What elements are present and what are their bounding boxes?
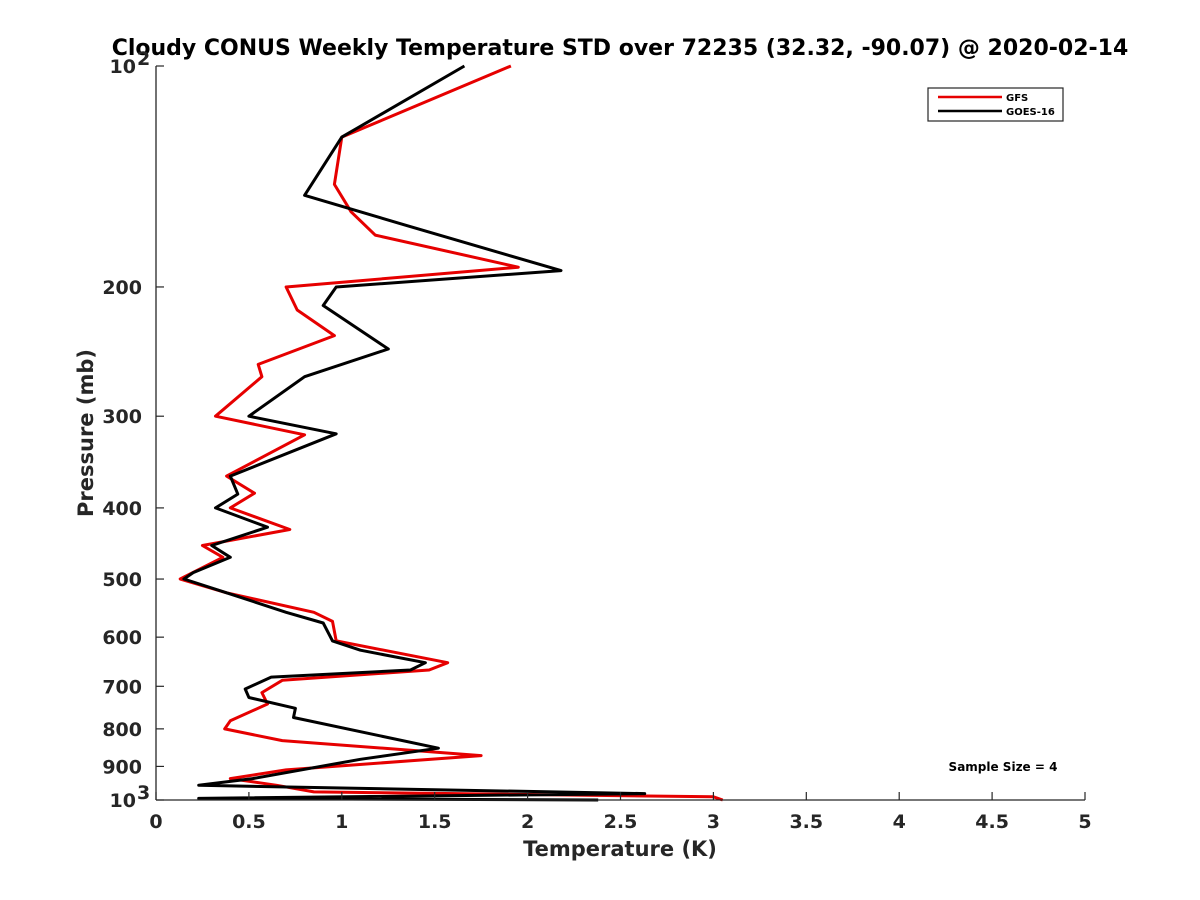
x-tick-label: 3.5 — [789, 811, 823, 833]
x-tick-label: 1.5 — [418, 811, 452, 833]
y-tick-label: 10 — [110, 790, 136, 812]
chart-title: Cloudy CONUS Weekly Temperature STD over… — [112, 36, 1129, 61]
y-tick-label: 200 — [102, 277, 142, 299]
y-tick-label: 10 — [110, 56, 136, 78]
y-tick-label: 300 — [102, 406, 142, 428]
x-tick-label: 0.5 — [232, 811, 266, 833]
x-tick-label: 5 — [1078, 811, 1091, 833]
x-tick-label: 4 — [893, 811, 906, 833]
y-tick-label: 700 — [102, 676, 142, 698]
x-axis-label: Temperature (K) — [523, 837, 717, 861]
sample-size-annotation: Sample Size = 4 — [949, 760, 1058, 774]
y-axis-label: Pressure (mb) — [74, 349, 98, 517]
x-tick-label: 2 — [521, 811, 534, 833]
y-tick-exponent: 3 — [137, 782, 150, 804]
legend-label-gfs: GFS — [1006, 93, 1028, 104]
x-tick-label: 1 — [335, 811, 348, 833]
x-tick-label: 3 — [707, 811, 720, 833]
y-tick-label: 400 — [102, 498, 142, 520]
y-tick-label: 800 — [102, 719, 142, 741]
x-tick-label: 0 — [149, 811, 162, 833]
y-tick-label: 600 — [102, 627, 142, 649]
series-line-goes16 — [182, 64, 647, 802]
legend-label-goes16: GOES-16 — [1006, 107, 1055, 118]
x-tick-label: 4.5 — [975, 811, 1009, 833]
series-layer — [178, 64, 724, 802]
x-ticks: 0 0.5 1 1.5 2 2.5 3 3.5 4 4.5 5 — [149, 792, 1092, 833]
y-tick-label: 900 — [102, 756, 142, 778]
legend: GFS GOES-16 — [927, 87, 1064, 122]
legend-box — [927, 87, 1064, 122]
y-tick-exponent: 2 — [137, 48, 150, 70]
y-tick-label: 500 — [102, 569, 142, 591]
x-tick-label: 2.5 — [604, 811, 638, 833]
